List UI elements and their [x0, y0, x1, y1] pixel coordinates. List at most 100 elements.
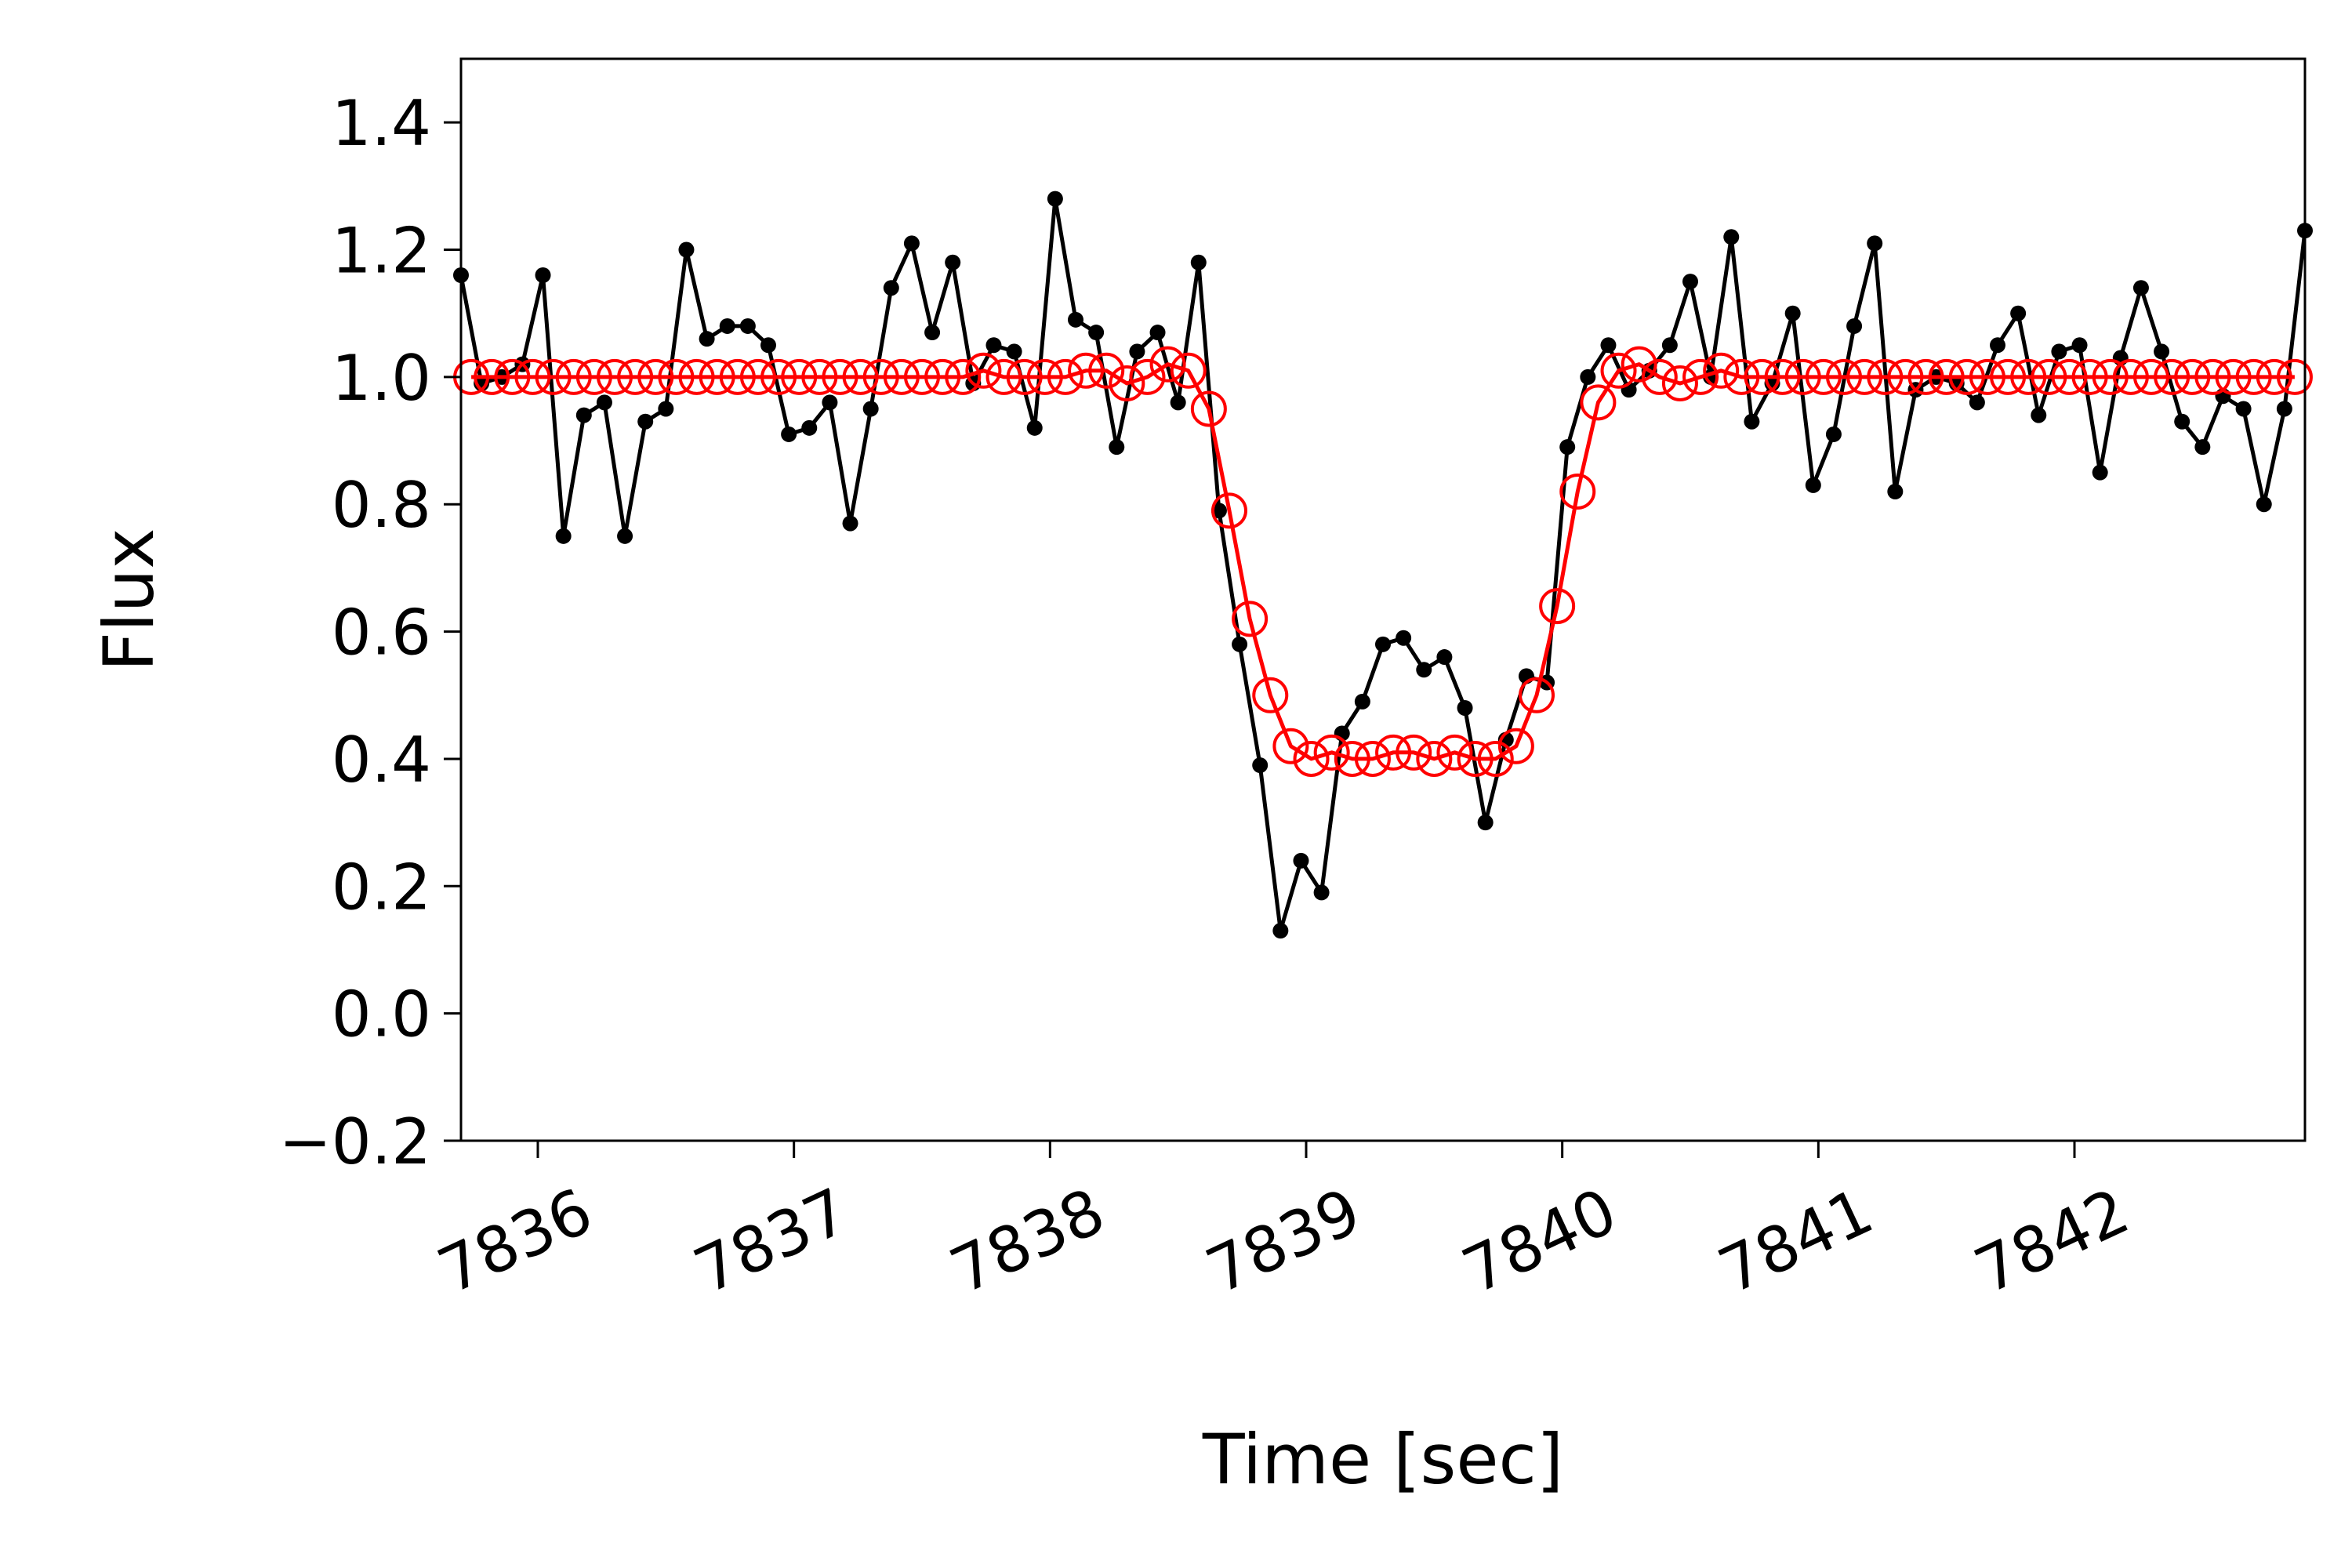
model-point — [2256, 358, 2292, 395]
model-point — [1149, 346, 1186, 383]
data-point — [1396, 630, 1412, 646]
model-point — [1252, 677, 1289, 713]
model-point — [1723, 358, 1760, 395]
data-point — [1252, 757, 1269, 774]
data-point — [1047, 191, 1063, 207]
data-point — [760, 337, 776, 354]
model-point — [2276, 358, 2313, 395]
model-point — [1928, 358, 1965, 395]
y-tick-label: 0.0 — [332, 978, 431, 1051]
model-point — [658, 358, 695, 395]
data-point — [1272, 923, 1289, 939]
data-point — [2092, 464, 2108, 481]
y-tick-label: 1.4 — [332, 87, 431, 160]
data-point — [2174, 413, 2190, 430]
model-point — [2092, 358, 2129, 395]
model-point — [1293, 740, 1330, 777]
model-point — [1539, 588, 1576, 625]
data-point — [1825, 426, 1842, 442]
x-tick-label: 7842 — [1964, 1174, 2140, 1308]
model-point — [575, 358, 612, 395]
model-point — [760, 358, 797, 395]
model-point — [2133, 358, 2169, 395]
data-point — [1170, 394, 1186, 411]
data-point — [2132, 280, 2149, 296]
data-point — [1600, 337, 1617, 354]
model-point — [1129, 358, 1166, 395]
model-point — [597, 358, 633, 395]
model-point — [699, 358, 735, 395]
data-point — [2031, 407, 2047, 423]
data-point — [781, 426, 797, 442]
model-point — [2235, 358, 2272, 395]
model-point — [2174, 358, 2211, 395]
data-point — [903, 235, 920, 252]
y-tick-label: 1.0 — [332, 342, 431, 415]
data-point — [1682, 274, 1698, 290]
model-point — [1109, 365, 1145, 401]
model-point — [617, 358, 654, 395]
data-point — [1580, 368, 1596, 385]
data-point — [1313, 884, 1330, 901]
model-point — [1764, 358, 1801, 395]
x-tick-label: 7841 — [1708, 1174, 1884, 1308]
model-point — [719, 358, 756, 395]
model-point — [2051, 358, 2088, 395]
model-point — [555, 358, 592, 395]
data-point — [678, 241, 695, 258]
data-point — [1661, 337, 1678, 354]
data-point — [862, 401, 879, 417]
data-point — [2010, 305, 2027, 321]
data-point — [535, 267, 551, 283]
model-point — [1948, 358, 1985, 395]
model-point — [739, 358, 776, 395]
model-point — [862, 358, 899, 395]
model-point — [1006, 358, 1043, 395]
model-point — [2215, 358, 2252, 395]
model-point — [985, 358, 1022, 395]
model-point — [781, 358, 818, 395]
data-point — [1190, 254, 1207, 270]
data-point — [637, 413, 654, 430]
data-point — [1149, 325, 1166, 341]
model-point — [1661, 365, 1698, 401]
model-point — [2031, 358, 2067, 395]
model-point — [2071, 358, 2108, 395]
data-point — [1723, 229, 1740, 245]
y-axis: −0.2 0.0 0.2 0.4 0.6 0.8 1.0 1.2 1.4 — [279, 87, 461, 1178]
model-series — [453, 346, 2313, 777]
model-point — [1497, 728, 1534, 764]
data-point — [1436, 649, 1453, 666]
data-point — [1867, 235, 1883, 252]
y-tick-label: 0.8 — [332, 469, 431, 542]
model-point — [822, 358, 858, 395]
data-point — [575, 407, 592, 423]
y-tick-label: 0.2 — [332, 851, 431, 924]
model-point — [1190, 390, 1227, 427]
data-point — [2235, 401, 2252, 417]
data-point — [1088, 325, 1105, 341]
model-point — [1334, 740, 1370, 777]
model-point — [1703, 352, 1740, 389]
model-point — [1519, 677, 1555, 713]
model-point — [883, 358, 920, 395]
data-point — [1416, 662, 1432, 678]
x-axis-label: Time [sec] — [1202, 1419, 1563, 1500]
model-point — [1990, 358, 2027, 395]
model-point — [801, 358, 838, 395]
model-point — [678, 358, 715, 395]
data-point — [945, 254, 961, 270]
model-point — [1211, 492, 1247, 529]
model-point — [1805, 358, 1842, 395]
model-point — [924, 358, 961, 395]
data-point — [617, 528, 633, 544]
data-point — [1375, 636, 1391, 652]
model-point — [1744, 358, 1780, 395]
data-point — [596, 394, 612, 411]
data-point — [1026, 419, 1043, 436]
data-point — [883, 280, 899, 296]
model-point — [1457, 740, 1494, 777]
data-point — [2071, 337, 2088, 354]
